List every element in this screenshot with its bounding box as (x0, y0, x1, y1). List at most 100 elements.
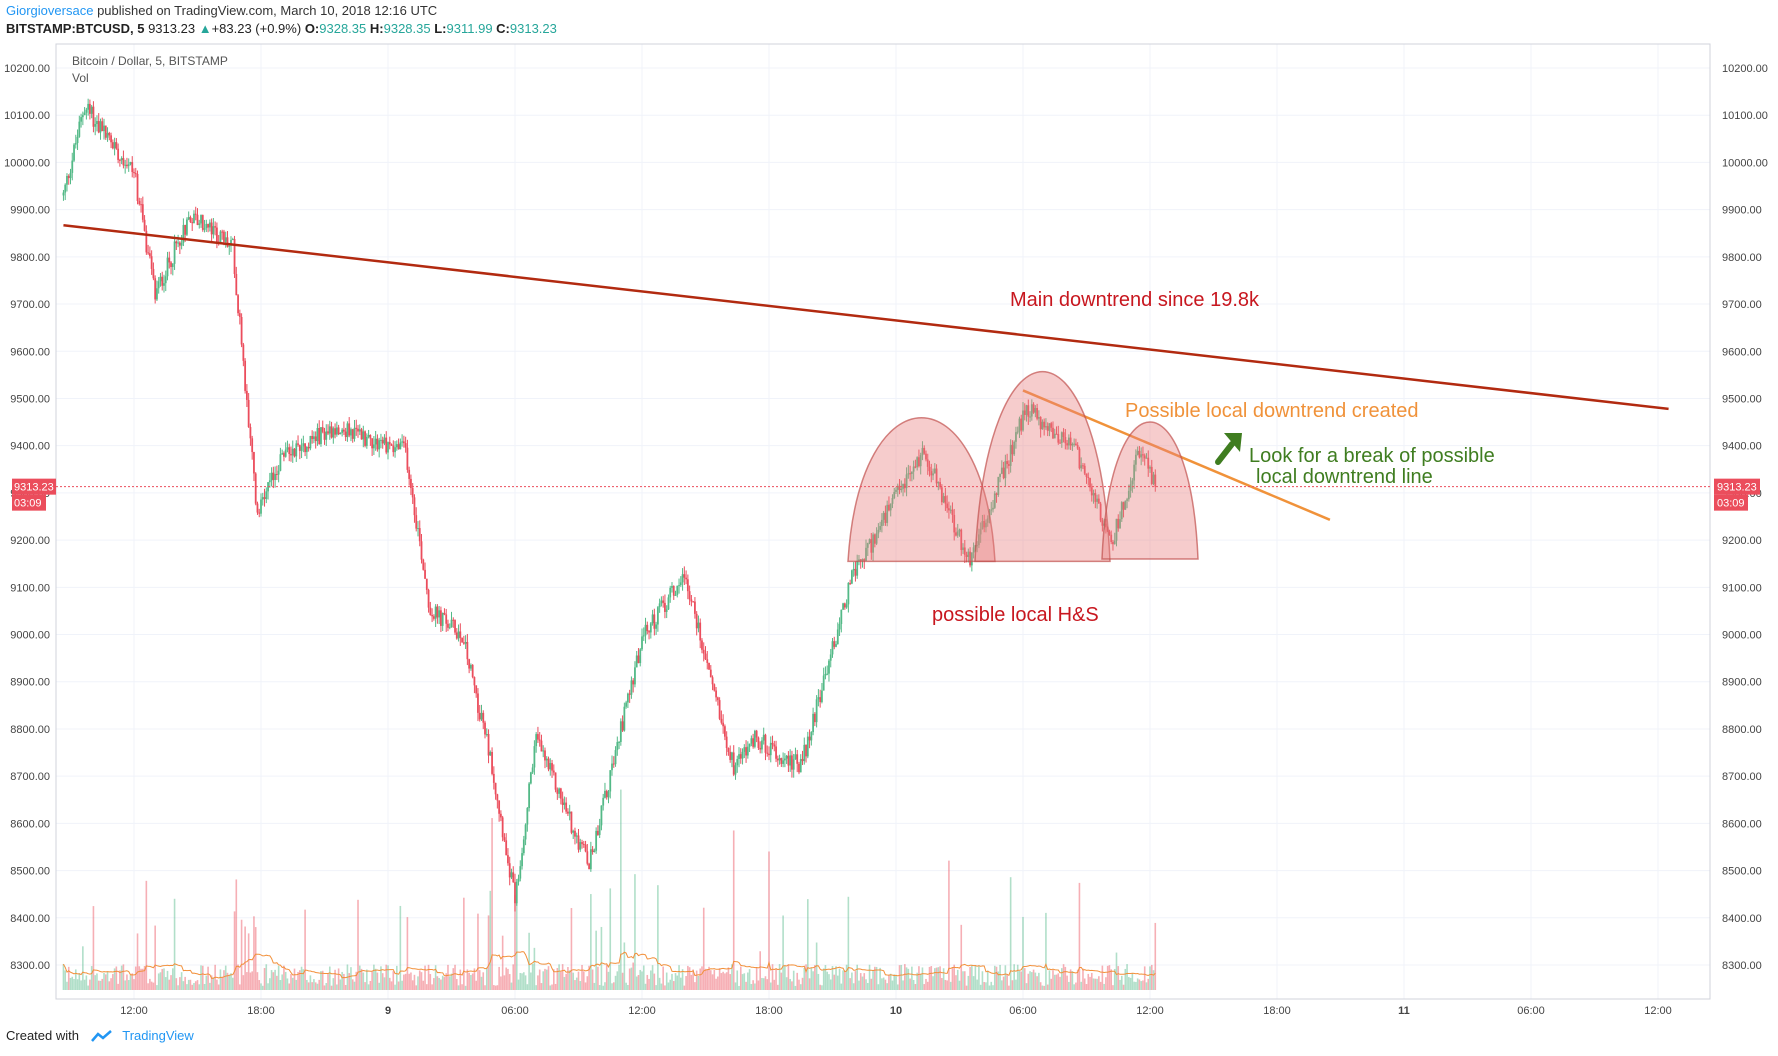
volume-bar (1136, 978, 1139, 990)
volume-bar (533, 947, 536, 990)
volume-bar (196, 980, 199, 990)
candle-body (665, 609, 668, 612)
candle-body (891, 498, 894, 504)
candle-body (625, 702, 628, 707)
candle-body (644, 624, 647, 636)
candle-body (344, 431, 347, 438)
volume-bar (1057, 973, 1060, 990)
volume-bar (565, 973, 567, 990)
volume-bar (413, 974, 416, 990)
volume-bar (588, 965, 590, 990)
volume-bar (1009, 877, 1012, 990)
candle-body (244, 360, 247, 391)
volume-bar (586, 976, 589, 990)
candle-body (203, 228, 206, 230)
volume-bar (170, 975, 172, 990)
volume-bar (1020, 971, 1023, 990)
candle-body (1020, 418, 1023, 431)
legend-vol: Vol (72, 71, 89, 85)
y-tick-label: 10100.00 (1722, 110, 1768, 122)
candle-body (1150, 466, 1153, 484)
candle-body (870, 539, 873, 553)
volume-bar (877, 984, 880, 990)
candle-body (355, 427, 358, 429)
candle-body (104, 125, 107, 138)
candle-body (824, 673, 827, 676)
local-downtrend-label: Possible local downtrend created (1125, 400, 1419, 422)
candle-body (609, 770, 612, 792)
candle-body (186, 219, 188, 235)
candle-body (1087, 476, 1090, 478)
candle-body (794, 754, 797, 760)
volume-bar (618, 964, 620, 990)
volume-bar (327, 973, 329, 990)
candle-body (1041, 421, 1044, 430)
volume-bar (808, 978, 811, 990)
candle-body (328, 426, 331, 434)
candle-body (884, 512, 887, 523)
volume-bar (604, 982, 606, 990)
volume-bar (535, 985, 537, 990)
candle-body (801, 758, 804, 762)
volume-bar (1154, 922, 1157, 990)
volume-bar (62, 964, 65, 990)
candle-body (939, 482, 941, 488)
volume-bar (692, 969, 694, 990)
volume-bar (1071, 971, 1074, 990)
quote-line: BITSTAMP:BTCUSD, 5 9313.23 ▲+83.23 (+0.9… (6, 21, 557, 37)
volume-bar (956, 969, 959, 990)
author-link[interactable]: Giorgioversace (6, 3, 94, 18)
candle-body (741, 751, 744, 759)
volume-bar (898, 965, 901, 990)
close-label: C: (496, 21, 510, 36)
volume-bar (1034, 972, 1037, 990)
volume-bar (688, 967, 691, 990)
volume-bar (457, 985, 460, 990)
volume-bar (143, 965, 146, 990)
candle-body (223, 231, 225, 242)
candle-body (402, 441, 405, 444)
candle-body (99, 121, 102, 133)
candle-body (877, 529, 880, 534)
volume-bar (651, 965, 654, 990)
candle-body (445, 614, 448, 624)
candle-body (708, 662, 710, 670)
volume-bar (85, 975, 88, 990)
candle-body (1142, 454, 1144, 456)
volume-bar (1143, 966, 1146, 990)
candle-body (1048, 423, 1051, 431)
candle-body (96, 120, 98, 125)
candle-body (367, 434, 370, 437)
candle-body (304, 443, 306, 453)
volume-bar (942, 968, 945, 990)
volume-bar (708, 966, 710, 990)
tradingview-link[interactable]: TradingView (122, 1028, 194, 1043)
volume-bar (926, 981, 929, 990)
candle-body (482, 712, 485, 723)
candle-body (108, 132, 111, 136)
volume-bar (261, 985, 264, 990)
candle-body (226, 237, 229, 247)
volume-bar (782, 915, 784, 990)
volume-bar (1080, 981, 1083, 990)
volume-bar (962, 971, 964, 990)
volume-bar (369, 980, 372, 990)
candle-body (653, 614, 656, 629)
volume-bar (819, 984, 821, 990)
low-value: 9311.99 (446, 21, 493, 36)
candle-body (895, 489, 897, 492)
volume-bar (1073, 984, 1075, 990)
candle-body (148, 253, 151, 257)
candle-body (152, 268, 155, 279)
candle-body (265, 491, 268, 500)
volume-bar (290, 974, 292, 990)
volume-bar (424, 965, 426, 990)
volume-bar (464, 985, 467, 990)
candle-body (325, 431, 328, 440)
candle-body (972, 547, 975, 553)
volume-bar (493, 985, 495, 990)
candle-body (849, 582, 852, 584)
volume-bar (648, 978, 650, 990)
volume-bar (157, 973, 160, 990)
